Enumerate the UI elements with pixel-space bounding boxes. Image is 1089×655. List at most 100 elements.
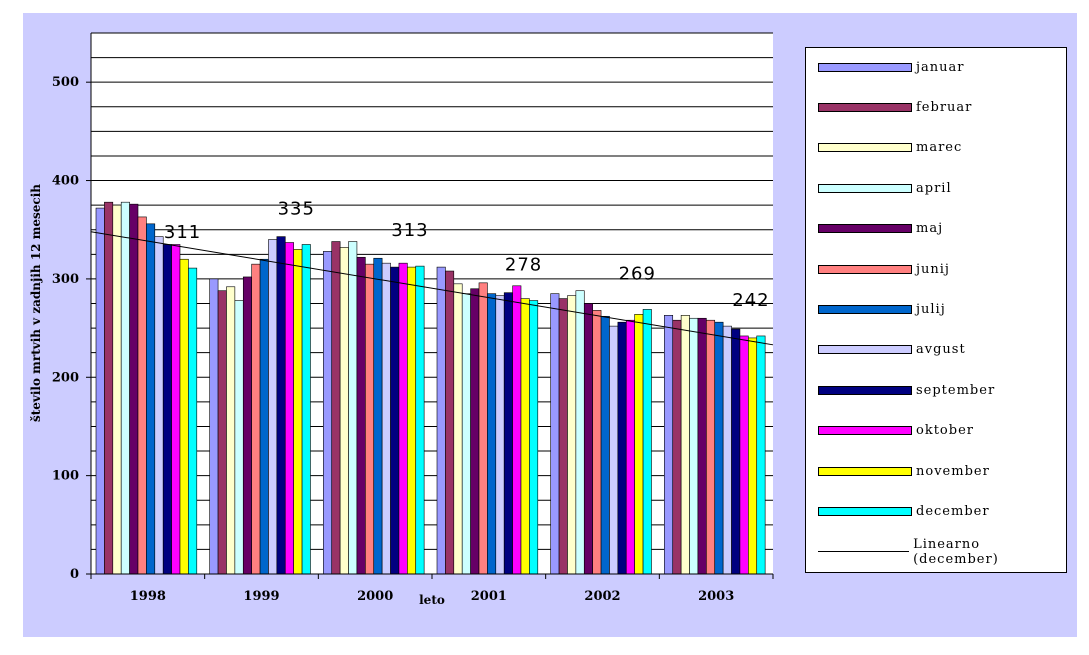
data-label: 311 [164, 222, 201, 243]
data-label: 278 [505, 255, 542, 276]
legend-item: marec [818, 140, 962, 156]
legend-swatch [818, 385, 912, 395]
y-tick-label: 100 [52, 469, 79, 484]
bar-december-2001 [529, 300, 539, 575]
bar-april-2003 [689, 317, 699, 575]
bar-maj-2000 [356, 256, 366, 575]
bar-oktober-2000 [398, 262, 408, 575]
bar-november-2003 [748, 337, 758, 575]
legend-label: januar [916, 59, 965, 75]
chart-plot: 0 100 200 300 400 500 1998 1999 2000 2001 2002 2003… [29, 32, 774, 607]
legend-label: november [916, 463, 990, 479]
bar-november-2002 [634, 314, 644, 575]
legend-label: avgust [916, 342, 966, 358]
bar-maj-1998 [129, 203, 139, 575]
legend-item: december [818, 503, 990, 519]
bar-september-1998 [162, 244, 172, 575]
legend-label: junij [916, 261, 950, 277]
y-axis-title: število mrtvih v zadnjih 12 mesecih [29, 184, 43, 422]
x-tick-label: 1998 [130, 589, 166, 604]
bar-maj-2003 [697, 317, 707, 575]
bar-januar-1998 [95, 207, 105, 575]
bar-oktober-1998 [171, 244, 181, 575]
bar-november-2000 [407, 266, 417, 575]
legend-label: Linearno (december) [913, 536, 999, 567]
bar-januar-2000 [323, 251, 333, 575]
legend-item: april [818, 180, 952, 196]
bar-oktober-2003 [739, 335, 749, 575]
bar-junij-2000 [365, 263, 375, 575]
x-tick-label: 2002 [584, 589, 620, 604]
bar-januar-1999 [209, 278, 219, 575]
bar-september-2000 [390, 266, 400, 575]
bar-junij-2001 [478, 282, 488, 575]
legend-swatch [818, 264, 912, 274]
bar-september-2001 [503, 292, 513, 575]
bar-avgust-1999 [268, 239, 278, 575]
bar-september-1999 [276, 236, 286, 575]
bar-december-2000 [415, 265, 425, 575]
y-tick-label: 200 [52, 370, 79, 385]
bar-november-1998 [179, 258, 189, 575]
bar-februar-2003 [672, 319, 682, 575]
bar-november-2001 [520, 298, 530, 575]
bar-februar-2001 [445, 270, 455, 575]
legend-label: februar [916, 99, 973, 115]
chart-frame: 0 100 200 300 400 500 1998 1999 2000 2001 2002 2003… [23, 13, 1077, 637]
bar-december-2003 [756, 335, 766, 575]
legend-label: marec [916, 140, 963, 156]
bar-julij-2003 [714, 321, 724, 575]
bar-september-2002 [617, 321, 627, 575]
bar-april-2000 [348, 241, 358, 575]
legend-swatch [818, 426, 912, 436]
legend-item: junij [818, 261, 950, 277]
legend-item: maj [818, 221, 943, 237]
y-tick-label: 500 [52, 75, 79, 90]
x-tick-label: 2003 [698, 589, 734, 604]
bar-junij-2003 [706, 319, 716, 575]
data-label: 242 [732, 290, 769, 311]
bar-avgust-2000 [381, 262, 391, 575]
bar-junij-1999 [251, 263, 261, 575]
bar-oktober-2001 [512, 285, 522, 575]
bar-oktober-1999 [284, 242, 294, 575]
bar-januar-2003 [664, 315, 674, 575]
bar-september-2003 [731, 328, 741, 575]
legend-label: julij [916, 301, 946, 317]
bar-december-1998 [188, 267, 198, 575]
bar-junij-2002 [592, 310, 602, 575]
bar-april-1998 [120, 201, 130, 575]
x-tick-label: 2000 [357, 589, 393, 604]
bar-marec-1998 [112, 204, 122, 575]
bar-julij-2002 [600, 315, 610, 575]
legend-swatch [818, 345, 912, 355]
bar-avgust-2001 [495, 295, 505, 575]
bar-november-1999 [293, 249, 303, 575]
bar-februar-2002 [558, 298, 568, 575]
bar-avgust-1998 [154, 236, 164, 575]
trendline [90, 231, 774, 346]
bar-oktober-2002 [625, 319, 635, 575]
bar-februar-2000 [331, 241, 341, 575]
legend-swatch [818, 183, 912, 193]
legend-swatch [818, 143, 912, 153]
bar-februar-1998 [104, 201, 114, 575]
legend-item: november [818, 463, 990, 479]
bar-marec-2001 [453, 283, 463, 575]
bar-februar-1999 [217, 290, 227, 575]
bar-marec-1999 [226, 286, 236, 575]
bar-marec-2000 [339, 247, 349, 575]
legend-item: januar [818, 59, 965, 75]
bar-april-2002 [575, 290, 585, 575]
bar-avgust-2003 [722, 325, 732, 575]
legend-label: maj [916, 221, 944, 237]
legend-item: julij [818, 301, 946, 317]
y-tick-label: 400 [52, 174, 79, 189]
bar-maj-1999 [242, 276, 252, 575]
legend-item: oktober [818, 423, 974, 439]
legend-item: september [818, 382, 995, 398]
bar-december-1999 [301, 244, 311, 575]
bar-maj-2001 [470, 288, 480, 575]
bar-januar-2002 [550, 293, 560, 575]
legend-item: februar [818, 99, 972, 115]
